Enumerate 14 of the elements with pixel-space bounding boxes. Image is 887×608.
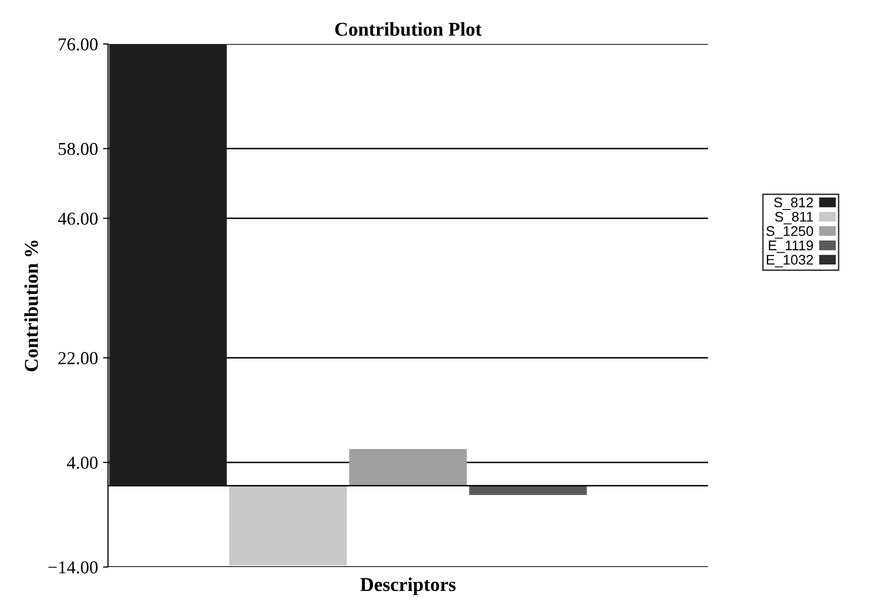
y-tick-label: 4.00 [67,456,98,469]
legend-label: E_1119 [768,240,813,253]
chart-title: Contribution Plot [335,22,482,36]
x-axis-title: Descriptors [360,577,456,596]
legend-label: E_1032 [766,254,813,268]
legend-label: S_1250 [766,226,814,239]
legend-label: S_811 [775,212,813,224]
y-tick-label: 76.00 [58,38,98,51]
y-tick-label: 58.00 [58,142,98,156]
y-tick-label: 46.00 [58,212,98,225]
y-axis-title: Contribution % [24,240,38,372]
y-tick-label: −14.00 [48,561,98,574]
y-tick-label: 22.00 [58,352,98,364]
legend-label: S_812 [774,198,813,210]
